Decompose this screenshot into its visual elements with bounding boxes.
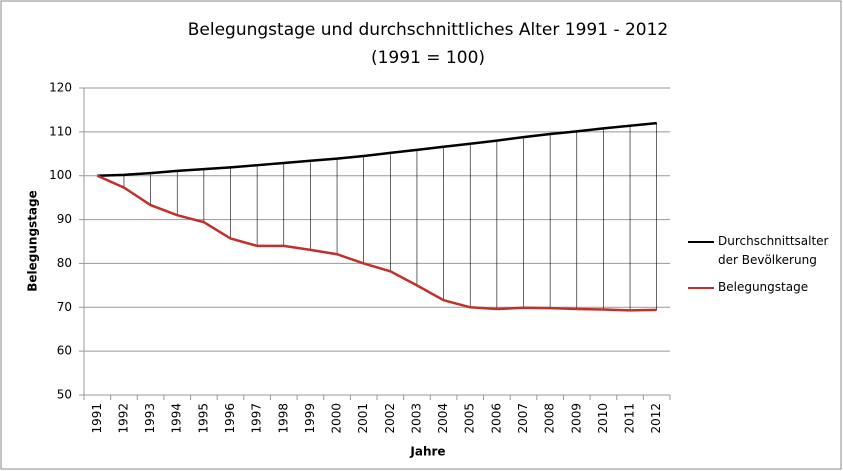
x-tick-label: 1993	[143, 403, 157, 434]
y-tick-label: 60	[57, 344, 72, 358]
x-tick-label: 1995	[196, 403, 210, 434]
x-tick-label: 2008	[543, 403, 557, 434]
x-tick-label: 2006	[489, 403, 503, 434]
legend-key	[688, 241, 714, 243]
x-tick-label: 2012	[649, 403, 663, 434]
y-tick-label: 100	[49, 168, 72, 182]
x-tick-label: 2002	[383, 403, 397, 434]
chart-title: Belegungstage und durchschnittliches Alt…	[188, 20, 669, 40]
series-line	[97, 121, 657, 177]
x-tick-label: 1996	[223, 403, 237, 434]
x-axis-label: Jahre	[409, 445, 445, 459]
x-tick-label: 2000	[330, 403, 344, 434]
y-tick-label: 50	[57, 388, 72, 402]
x-tick-label: 2010	[596, 403, 610, 434]
legend-label: Durchschnittsalter der Bevölkerung	[718, 234, 829, 267]
legend-label: Belegungstage	[718, 280, 809, 294]
x-tick-label: 2007	[516, 403, 530, 434]
y-tick-label: 110	[49, 124, 72, 138]
x-tick-label: 2009	[569, 403, 583, 434]
y-tick-label: 120	[49, 81, 72, 95]
x-tick-label: 1991	[90, 403, 104, 434]
legend-item: Durchschnittsalter der Bevölkerung	[688, 232, 838, 270]
x-tick-label: 2005	[463, 403, 477, 434]
x-tick-label: 2001	[356, 403, 370, 434]
series-line	[96, 174, 657, 312]
x-tick-label: 1997	[250, 403, 264, 434]
x-tick-label: 1994	[170, 403, 184, 434]
y-tick-label: 70	[57, 300, 72, 314]
x-tick-label: 2011	[623, 403, 637, 434]
x-tick-label: 1998	[276, 403, 290, 434]
y-tick-label: 80	[57, 256, 72, 270]
y-tick-label: 90	[57, 212, 72, 226]
x-tick-label: 2004	[436, 403, 450, 434]
legend-key	[688, 287, 714, 289]
y-axis-label: Belegungstage	[26, 190, 40, 292]
legend-item: Belegungstage	[688, 278, 838, 297]
x-tick-label: 1999	[303, 403, 317, 434]
chart-subtitle: (1991 = 100)	[371, 48, 485, 68]
x-tick-label: 2003	[409, 403, 423, 434]
x-tick-label: 1992	[116, 403, 130, 434]
